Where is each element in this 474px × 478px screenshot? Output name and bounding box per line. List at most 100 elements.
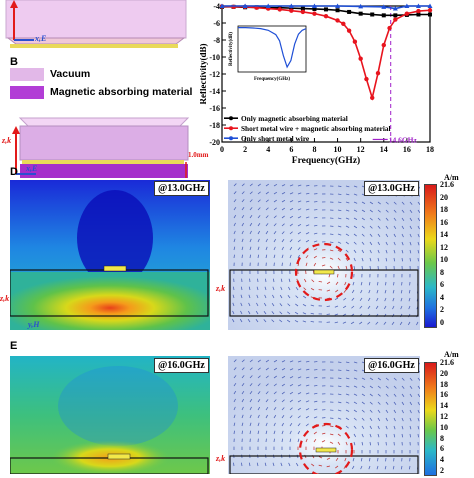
legend-vacuum-label: Vacuum [50, 68, 90, 80]
x-axis-title: Frequency(GHz) [292, 155, 360, 166]
field-arrow [338, 370, 341, 371]
panel-e-letter: E [10, 340, 17, 352]
field-arrow [314, 377, 317, 378]
y-tick-label: -10 [209, 53, 220, 62]
field-arrow [314, 209, 317, 210]
x-tick-label: 18 [426, 145, 434, 154]
colorbar-tick-label: 10 [440, 423, 448, 432]
colorbar-tick-label: 21.6 [440, 358, 454, 367]
panel-e: E @16.0GHz [0, 336, 474, 474]
y-tick-label: -18 [209, 121, 220, 130]
series-point [382, 13, 386, 17]
inset-y-title: Reflectivity(dB) [229, 32, 234, 66]
x-tick-label: 14 [380, 145, 388, 154]
panel-d-colorbar [424, 184, 437, 328]
panel-d-vector-map [228, 180, 420, 330]
x-tick-label: 4 [266, 145, 270, 154]
panel-e-colorbar [424, 362, 437, 476]
legend-magnetic-label: Magnetic absorbing material [50, 86, 192, 98]
field-arrow [410, 258, 411, 261]
series-point [347, 28, 351, 32]
panel-e-right-z-label: z,k [216, 454, 225, 463]
colorbar-tick-label: 20 [440, 193, 448, 202]
series-point [324, 7, 328, 11]
field-arrow [242, 255, 243, 258]
panel-d-left-y-label: y,H [28, 320, 39, 329]
field-arrow [274, 439, 275, 442]
series-point [370, 13, 374, 17]
series-point [324, 14, 328, 18]
panel-d-letter: D [10, 166, 18, 178]
panel-e-vector-map [228, 356, 420, 474]
y-tick-label: -16 [209, 104, 220, 113]
panel-b: B Vacuum Magnetic absorbing material z,k… [0, 56, 200, 176]
colorbar-tick-label: 8 [440, 268, 444, 277]
x-tick-label: 10 [334, 145, 342, 154]
colorbar-tick-label: 14 [440, 230, 448, 239]
panel-e-right-freq: @16.0GHz [364, 358, 419, 373]
series-point [393, 17, 397, 21]
field-arrow [265, 279, 266, 282]
colorbar-tick-label: 21.6 [440, 180, 454, 189]
y-tick-label: -14 [209, 87, 220, 96]
series-point [347, 10, 351, 14]
legend-marker [229, 126, 233, 130]
panel-b-letter: B [10, 56, 18, 68]
series-point [358, 57, 362, 61]
colorbar-tick-label: 6 [440, 444, 444, 453]
panel-e-field-map [10, 356, 210, 474]
x-tick-label: 0 [220, 145, 224, 154]
series-point [364, 77, 368, 81]
field-arrow [362, 266, 363, 269]
x-tick-label: 12 [357, 145, 365, 154]
series-point [359, 12, 363, 16]
colorbar-tick-label: 8 [440, 434, 444, 443]
series-point [301, 10, 305, 14]
field-arrow [234, 255, 235, 258]
panel-a-x-axis-label: x,E [35, 34, 46, 43]
y-tick-label: -12 [209, 70, 220, 79]
y-tick-label: -6 [213, 19, 220, 28]
colorbar-tick-label: 6 [440, 280, 444, 289]
colorbar-tick-label: 2 [440, 305, 444, 314]
panel-d-field-map [10, 180, 210, 330]
y-tick-label: -4 [213, 2, 220, 11]
series-point [428, 13, 432, 17]
colorbar-tick-label: 14 [440, 401, 448, 410]
legend-entry: Only magnetic absorbing material [241, 114, 348, 123]
panel-d-right-z-label: z,k [216, 284, 225, 293]
legend-entry: Short metal wire + magnetic absorbing ma… [241, 124, 391, 133]
panel-e-left-freq: @16.0GHz [154, 358, 209, 373]
legend-magnetic-swatch [10, 86, 44, 99]
x-tick-label: 8 [312, 145, 316, 154]
legend-vacuum-swatch [10, 68, 44, 81]
colorbar-tick-label: 10 [440, 255, 448, 264]
legend-magnetic: Magnetic absorbing material [10, 86, 200, 99]
series-point [370, 96, 374, 100]
x-tick-label: 16 [403, 145, 411, 154]
colorbar-tick-label: 4 [440, 455, 444, 464]
series-point [335, 18, 339, 22]
y-axis-title: Reflectivity(dB) [200, 44, 208, 105]
panel-d-left-z-label: z,k [0, 294, 9, 303]
field-arrow [378, 442, 379, 445]
panel-a-diagram [0, 0, 200, 52]
colorbar-tick-label: 12 [440, 243, 448, 252]
legend-marker [229, 116, 233, 120]
series-point [278, 7, 282, 11]
series-point [393, 13, 397, 17]
annotation-label: 14.6GHz [389, 135, 418, 144]
panel-d-left-freq: @13.0GHz [154, 181, 209, 196]
series-point [382, 43, 386, 47]
legend-vacuum: Vacuum [10, 68, 200, 81]
y-tick-label: -8 [213, 36, 220, 45]
field-arrow [338, 378, 341, 379]
panel-d-right-freq: @13.0GHz [364, 181, 419, 196]
series-point [428, 8, 432, 12]
field-arrow [338, 186, 341, 187]
field-arrow [322, 425, 325, 426]
